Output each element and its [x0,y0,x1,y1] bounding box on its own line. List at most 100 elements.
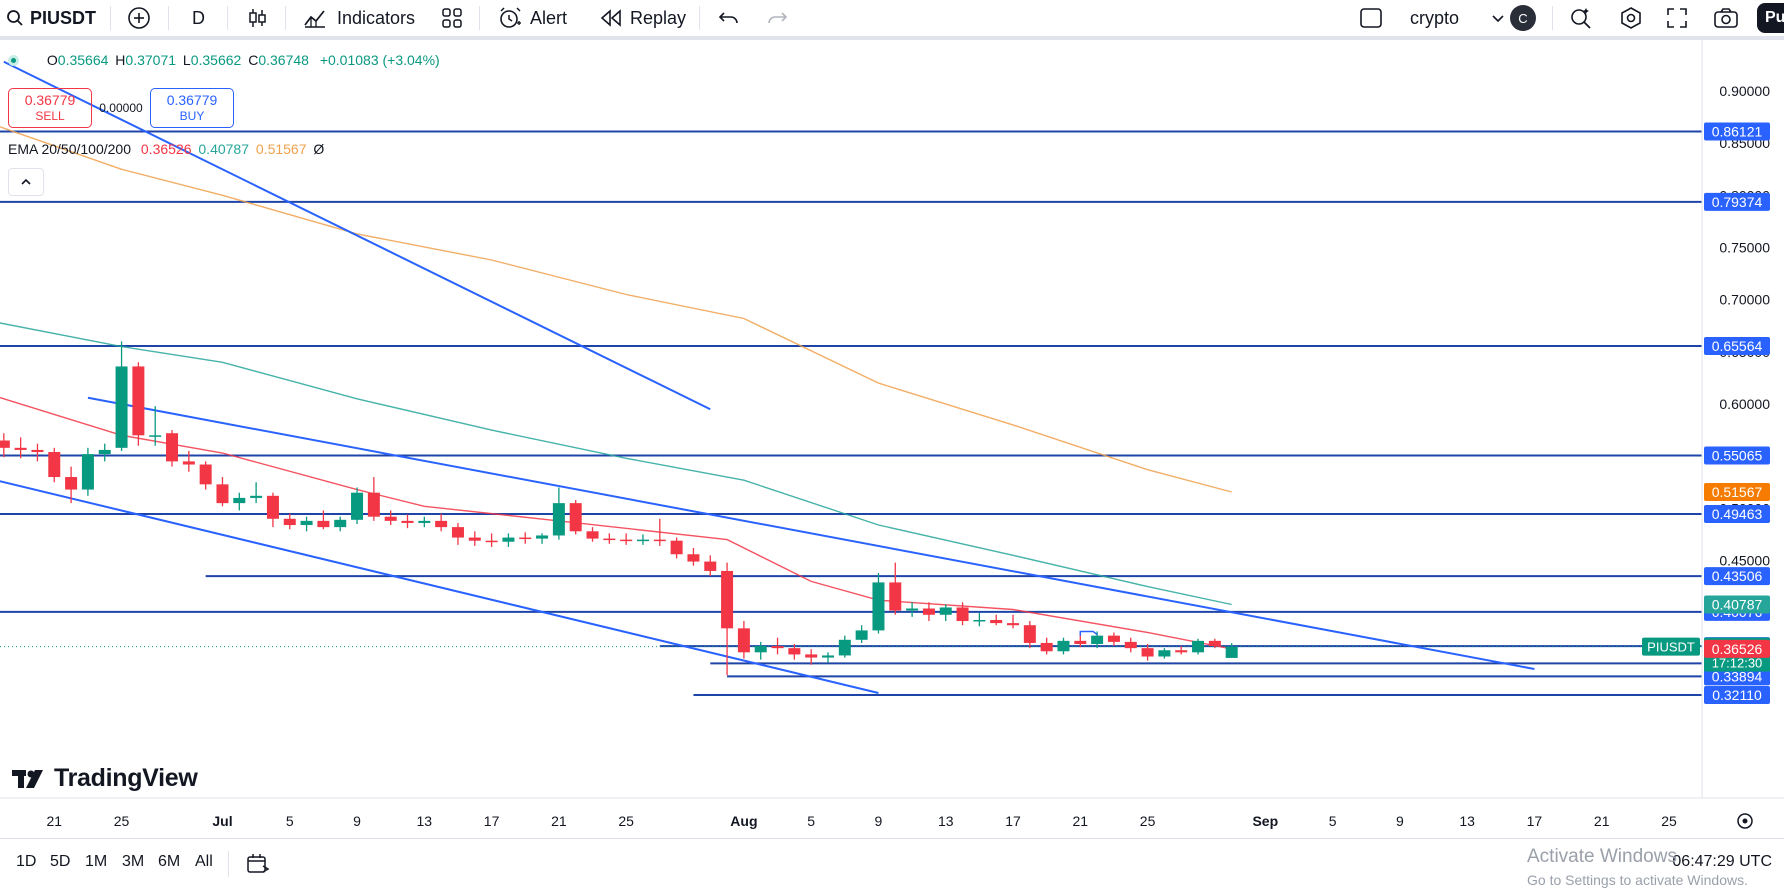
candle-body [334,519,347,528]
candle-body [973,619,986,622]
candle-body [586,531,599,539]
price-chart[interactable]: 0.900000.850000.800000.750000.700000.650… [0,40,1784,838]
symbol-search-button[interactable]: PIUSDT [6,0,96,36]
time-tick-label: 9 [1396,813,1404,829]
range-all[interactable]: All [195,853,213,870]
layout-toggle-button[interactable] [1359,0,1383,36]
sell-label: SELL [35,109,65,123]
activation-watermark-subtitle: Go to Settings to activate Windows. [1527,872,1748,888]
candle-body [14,447,27,450]
time-tick-label: 13 [938,813,954,829]
interval-button[interactable]: D [192,0,205,36]
replay-button[interactable]: Replay [600,0,686,36]
time-tick-label: 21 [1594,813,1610,829]
avatar[interactable]: C [1510,0,1536,36]
indicator-price-tag: 0.40787 [1712,596,1763,612]
indicator-templates-button[interactable] [441,0,463,36]
indicators-button[interactable]: Indicators [303,0,415,36]
candle-body [1192,640,1205,653]
redo-button[interactable] [766,0,788,36]
range-5d[interactable]: 5D [50,853,71,870]
utc-clock[interactable]: 06:47:29 UTC [1672,853,1772,870]
change-value: +0.01083 (+3.04%) [319,52,440,68]
indicators-label: Indicators [337,7,416,28]
candle-body [199,464,212,485]
range-1m[interactable]: 1M [85,853,108,870]
time-tick-label: 17 [1527,813,1543,829]
price-axis-tags: 0.86121 0.79374 0.65564 0.55065 0.49463 0.435… [1642,122,1770,704]
candle-body [0,440,10,448]
candle-body [233,497,246,504]
low-key: L [182,52,191,68]
candle-body [1208,640,1221,647]
low-value: 0.35662 [190,52,242,68]
close-value: 0.36748 [258,52,309,68]
settings-button[interactable] [1619,0,1643,36]
level-price-tag-bg [1704,446,1770,465]
candle-body [838,639,851,656]
time-tick-label: 25 [1661,813,1677,829]
quick-search-button[interactable] [1569,0,1593,36]
candle-body [771,646,784,649]
ema50-value: 0.40787 [198,141,249,157]
price-tick-label: 0.45000 [1719,553,1770,569]
level-price-tag-bg [1704,336,1770,355]
compare-symbol-button[interactable] [127,0,151,36]
range-1d[interactable]: 1D [16,853,37,870]
tradingview-logo[interactable]: TradingView [12,764,198,793]
level-price-tag: 0.79374 [1712,194,1763,210]
tradingview-logo-icon [12,769,43,788]
candle-body [1107,635,1120,642]
candle-body [1023,625,1036,643]
settings-icon [1737,813,1753,829]
grid-icon [442,8,462,28]
candle-body [384,516,397,521]
collapse-legend-button[interactable] [8,168,44,196]
candle-body [855,630,868,640]
indicator-price-tag-bg [1704,595,1770,614]
price-scale[interactable] [1702,40,1784,838]
sell-button[interactable]: 0.36779 SELL [8,88,92,128]
horizontal-levels [0,130,1702,696]
level-price-tag-bg [1704,667,1770,686]
level-price-tag: 0.43506 [1712,568,1763,584]
time-tick-label: 25 [1140,813,1156,829]
candle-body [451,527,464,538]
level-price-tag-bg [1704,686,1770,704]
time-tick-label: 5 [286,813,294,829]
ohlc-row: O0.35664 H0.37071 L0.35662 C0.36748 +0.0… [8,52,443,68]
candle-body [956,607,969,622]
chart-type-button[interactable] [246,0,268,36]
time-tick-label: Sep [1252,813,1278,829]
candle-body [300,520,313,526]
candle-body [502,537,515,542]
candle-body [468,537,481,541]
ema-legend[interactable]: EMA 20/50/100/200 0.36526 0.40787 0.5156… [8,141,324,157]
calendar-range-icon[interactable] [246,852,270,876]
high-value: 0.37071 [125,52,177,68]
price-tick-label: 0.75000 [1719,240,1770,256]
ema-line [0,396,1232,650]
time-tick-label: 13 [417,813,433,829]
alert-label: Alert [530,7,568,28]
candle-body [636,539,649,542]
alert-button[interactable]: Alert [498,0,567,36]
replay-label: Replay [630,7,687,28]
range-3m[interactable]: 3M [122,853,145,870]
open-key: O [46,52,58,68]
axis-settings-button[interactable] [1737,813,1753,829]
time-tick-label: 9 [353,813,361,829]
candle-body [872,582,885,631]
level-price-tag: 0.49463 [1712,506,1763,522]
trendline [87,396,1535,671]
undo-button[interactable] [718,0,740,36]
range-6m[interactable]: 6M [158,853,181,870]
publish-button[interactable]: Pu [1757,0,1784,36]
fullscreen-button[interactable] [1666,0,1688,36]
buy-button[interactable]: 0.36779 BUY [150,88,234,128]
candle-body [939,607,952,615]
level-price-tag: 0.65564 [1712,338,1763,354]
camera-icon [1714,8,1738,28]
layout-menu-button[interactable]: crypto [1410,0,1505,36]
snapshot-button[interactable] [1713,0,1739,36]
